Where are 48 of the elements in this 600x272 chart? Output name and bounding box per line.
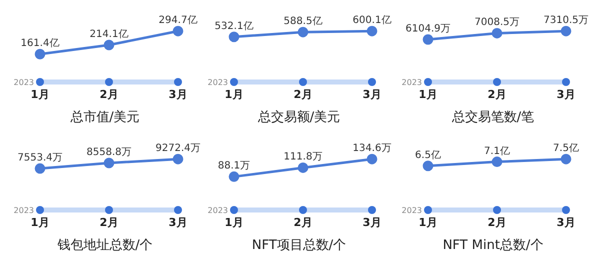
data-label: 7.1亿 — [484, 146, 510, 157]
text: 总交易额/美元 — [256, 109, 342, 126]
data-label: 6104.9万 — [406, 23, 450, 34]
text: 2023 — [208, 78, 228, 87]
data-label: 6.5亿 — [415, 150, 441, 161]
text: NFT项目总数/个 — [250, 237, 348, 254]
data-label: 532.1亿 — [214, 20, 254, 32]
x-tick-label: 2月 — [294, 88, 312, 101]
text: 总市值/美元 — [69, 109, 141, 126]
data-label: 7008.5万 — [474, 17, 520, 28]
data-label: 588.5亿 — [284, 16, 322, 28]
x-tick-label: 1月 — [30, 216, 50, 229]
x-tick-label: 3月 — [168, 216, 188, 229]
data-label: 161.4亿 — [20, 38, 60, 50]
x-tick-label: 1月 — [224, 88, 244, 101]
text: 2023 — [14, 78, 34, 87]
data-label: 111.8万 — [284, 152, 322, 163]
data-label: 7553.4万 — [18, 152, 62, 164]
text: 钱包地址总数/个 — [56, 237, 154, 254]
x-tick-label: 2月 — [100, 88, 118, 101]
text: 总交易笔数/笔 — [450, 109, 536, 126]
text: NFT Mint总数/个 — [442, 237, 544, 254]
x-tick-label: 3月 — [362, 88, 382, 101]
text: 2023 — [402, 78, 422, 87]
data-label: 214.1亿 — [90, 29, 128, 40]
x-tick-label: 3月 — [556, 216, 576, 229]
text: 2023 — [14, 206, 34, 215]
data-label: 600.1亿 — [352, 15, 392, 26]
x-tick-label: 2月 — [100, 216, 118, 229]
x-tick-label: 3月 — [556, 88, 576, 101]
text: 2023 — [208, 206, 228, 215]
data-label: 9272.4万 — [156, 143, 200, 154]
x-tick-label: 3月 — [168, 88, 188, 101]
x-tick-label: 3月 — [362, 216, 382, 229]
x-tick-label: 1月 — [30, 88, 50, 101]
x-tick-label: 1月 — [418, 88, 438, 101]
x-tick-label: 2月 — [488, 216, 506, 229]
text: 2023 — [402, 206, 422, 215]
x-tick-label: 2月 — [294, 216, 312, 229]
data-label: 88.1万 — [218, 160, 250, 172]
x-tick-label: 1月 — [418, 216, 438, 229]
x-tick-label: 2月 — [488, 88, 506, 101]
data-label: 294.7亿 — [158, 15, 198, 26]
data-label: 134.6万 — [352, 143, 392, 154]
data-label: 7.5亿 — [553, 143, 579, 154]
data-label: 8558.8万 — [86, 147, 132, 158]
x-tick-label: 1月 — [224, 216, 244, 229]
data-label: 7310.5万 — [544, 15, 588, 26]
